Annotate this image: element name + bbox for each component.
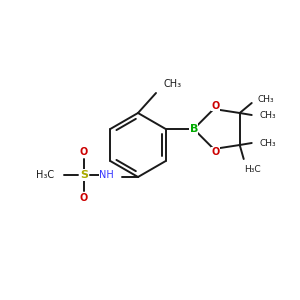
Text: O: O bbox=[80, 147, 88, 157]
Text: B: B bbox=[190, 124, 198, 134]
Text: H₃C: H₃C bbox=[36, 170, 54, 180]
Text: CH₃: CH₃ bbox=[164, 79, 182, 89]
Text: CH₃: CH₃ bbox=[260, 110, 276, 119]
Text: CH₃: CH₃ bbox=[258, 94, 274, 103]
Text: O: O bbox=[212, 147, 220, 157]
Text: H₃C: H₃C bbox=[244, 165, 260, 174]
Text: S: S bbox=[80, 170, 88, 180]
Text: O: O bbox=[212, 101, 220, 111]
Text: CH₃: CH₃ bbox=[260, 139, 276, 148]
Text: NH: NH bbox=[99, 170, 114, 180]
Text: O: O bbox=[80, 193, 88, 203]
